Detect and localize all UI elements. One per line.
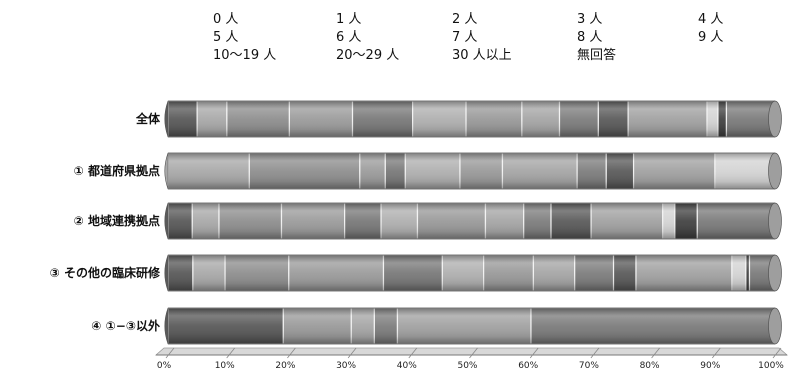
x-tick-mark [651,347,660,359]
x-tick-label: 20% [275,361,295,371]
legend-item: 10～19 人 [213,48,276,63]
category-label: ③ その他の臨床研修 [50,265,161,280]
legend: 0 人 1 人 2 人 3 人 4 人 5 人 6 人 7 人 8 人 9 人 10～19 人 20～… [213,12,723,63]
x-axis: 0% 10% 20% 30% 40% 50% 60% 70% 80% 90% 100% [157,347,784,371]
x-tick-mark [529,347,539,359]
bar-row [164,152,782,190]
bar-row [164,307,782,345]
legend-item: 9 人 [698,30,723,45]
bar-right-cap [768,254,782,292]
bar-outline [168,254,775,292]
bar-shading [168,255,775,291]
legend-item: 3 人 [577,12,602,27]
bar-outline [168,307,775,345]
category-label: 全体 [135,111,161,126]
x-tick-label: 100% [758,361,784,371]
legend-item: 7 人 [452,30,477,45]
bar-left-cap [164,254,169,292]
x-tick-label: 70% [579,361,599,371]
x-tick-label: 30% [336,361,356,371]
x-tick-label: 50% [457,361,477,371]
x-tick-mark [772,347,782,359]
bar-left-cap [164,307,169,345]
bar-shading [168,203,775,239]
legend-item: 4 人 [698,12,723,27]
x-tick-label: 60% [518,361,538,371]
bar-outline [168,100,775,138]
legend-item: 6 人 [336,30,361,45]
bar-row [164,254,782,292]
x-tick-label: 80% [640,361,660,371]
category-label: ④ ①−③以外 [91,318,160,333]
x-tick-mark [408,347,418,359]
legend-item: 1 人 [336,12,361,27]
category-labels: 全体 ① 都道府県拠点 ② 地域連携拠点 ③ その他の臨床研修 ④ ①−③以外 [50,111,161,333]
legend-item: 5 人 [213,30,238,45]
chart-floor [154,347,789,356]
bar-shading [168,153,775,189]
legend-item: 8 人 [577,30,602,45]
legend-item: 0 人 [213,12,238,27]
chart-floor-plane [154,347,789,356]
x-tick-label: 10% [215,361,235,371]
category-label: ② 地域連携拠点 [74,213,160,228]
bar-left-cap [164,152,169,190]
category-label: ① 都道府県拠点 [74,163,160,178]
bar-outline [168,202,775,240]
x-tick-mark [711,347,721,359]
bar-right-cap [768,307,782,345]
bar-left-cap [164,100,169,138]
x-tick-mark [347,347,357,359]
legend-item: 無回答 [577,47,616,63]
bar-right-cap [768,100,782,138]
bar-right-cap [768,202,782,240]
bar-row [164,100,782,138]
x-tick-mark [469,347,478,359]
x-tick-label: 0% [157,361,172,371]
legend-item: 30 人以上 [452,48,512,63]
x-tick-mark [590,347,600,359]
legend-item: 20～29 人 [336,48,399,63]
x-tick-label: 40% [397,361,417,371]
legend-item: 2 人 [452,12,477,27]
bar-shading [168,101,775,137]
bar-row [164,202,782,240]
x-tick-mark [165,347,175,359]
x-tick-label: 90% [700,361,720,371]
bar-right-cap [768,152,782,190]
bars-area [164,100,782,345]
bar-left-cap [164,202,169,240]
bar-shading [168,308,775,344]
x-tick-mark [226,347,236,359]
x-tick-mark [287,347,296,359]
bar-outline [168,152,775,190]
